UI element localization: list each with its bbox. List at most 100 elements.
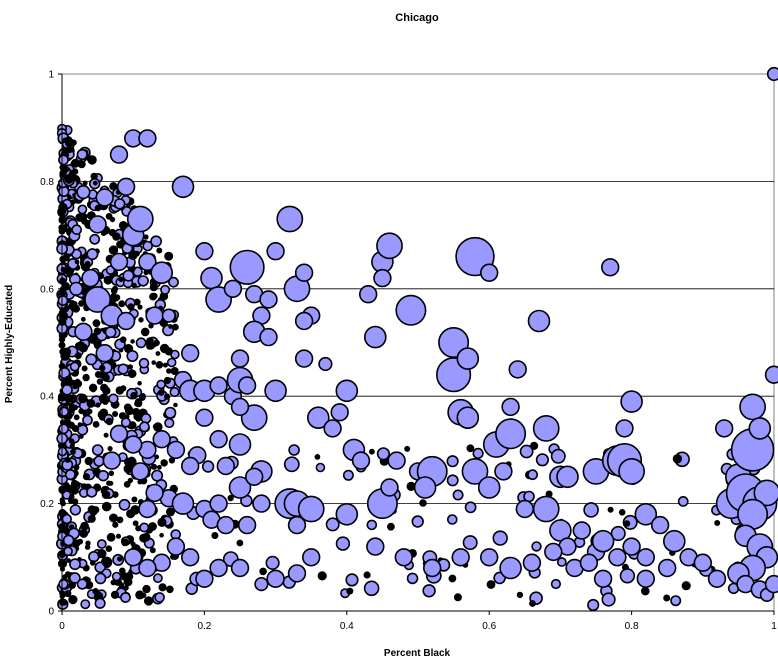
data-point — [155, 351, 161, 356]
data-point — [149, 547, 156, 554]
data-point — [314, 453, 321, 460]
data-point — [495, 418, 527, 450]
data-point — [118, 276, 124, 283]
data-point — [140, 327, 150, 337]
data-point — [550, 578, 562, 590]
data-point — [162, 362, 168, 368]
data-point — [73, 414, 80, 421]
x-tick-label-0: 0 — [59, 621, 65, 632]
data-point — [494, 462, 513, 481]
data-point — [209, 494, 228, 513]
data-point — [74, 322, 93, 341]
data-point — [105, 212, 113, 220]
data-point — [92, 180, 98, 186]
data-point — [764, 574, 778, 594]
data-point — [259, 327, 278, 347]
data-point — [58, 202, 68, 213]
data-point — [111, 571, 122, 582]
data-point — [62, 600, 68, 606]
data-point — [69, 504, 82, 516]
data-point — [657, 558, 677, 578]
data-point — [116, 516, 124, 524]
data-point — [130, 339, 135, 344]
data-point — [376, 447, 391, 461]
data-point — [103, 275, 113, 285]
data-point — [181, 456, 200, 476]
data-point — [77, 422, 83, 428]
data-point — [118, 498, 131, 511]
data-point — [294, 311, 314, 331]
data-point — [663, 594, 671, 602]
data-point — [373, 268, 392, 288]
data-point — [116, 311, 136, 331]
data-point — [363, 325, 387, 349]
data-point — [101, 501, 112, 512]
data-point — [492, 530, 508, 546]
data-point — [527, 469, 538, 481]
data-point — [419, 499, 427, 507]
data-point — [287, 564, 307, 583]
data-point — [600, 258, 620, 277]
data-point — [158, 583, 167, 592]
data-point — [116, 556, 123, 562]
data-point — [86, 486, 98, 498]
data-point — [71, 224, 82, 235]
data-point — [92, 420, 100, 428]
data-point — [693, 553, 712, 572]
data-point — [118, 582, 125, 588]
data-point — [531, 541, 542, 552]
data-point — [254, 576, 269, 592]
data-point — [80, 521, 89, 531]
data-point — [707, 569, 727, 588]
data-point — [68, 581, 77, 589]
data-point — [395, 294, 427, 326]
data-point — [108, 245, 119, 255]
data-point — [62, 574, 68, 580]
data-point — [572, 521, 591, 540]
data-point — [138, 129, 157, 148]
data-point — [106, 532, 116, 542]
data-point — [100, 395, 110, 405]
data-point — [550, 448, 566, 464]
data-point — [583, 502, 599, 518]
data-point — [70, 486, 79, 495]
data-point — [156, 464, 162, 470]
data-point — [123, 457, 133, 467]
data-point — [69, 443, 75, 449]
data-point — [67, 498, 74, 504]
data-point — [69, 558, 81, 571]
data-point — [556, 465, 579, 489]
data-point — [80, 316, 86, 322]
data-point — [681, 581, 691, 591]
data-point — [619, 568, 636, 584]
data-point — [535, 453, 550, 467]
data-point — [201, 460, 215, 473]
data-point — [71, 498, 79, 505]
data-point — [140, 412, 152, 424]
y-tick-label-0: 0 — [48, 607, 54, 618]
data-points — [55, 66, 778, 612]
data-point — [97, 548, 107, 559]
y-tick-label-4: 0.8 — [40, 177, 54, 188]
data-point — [79, 529, 88, 538]
data-point — [108, 470, 115, 477]
data-point — [342, 469, 354, 481]
data-point — [90, 386, 97, 393]
data-point — [105, 545, 113, 553]
data-point — [607, 506, 614, 513]
data-point — [87, 155, 97, 165]
data-point — [82, 373, 90, 382]
data-point — [131, 496, 138, 503]
data-point — [166, 368, 172, 374]
data-point — [283, 456, 300, 473]
data-point — [154, 423, 162, 432]
data-point — [123, 548, 143, 567]
data-point — [456, 406, 480, 430]
data-point — [97, 470, 110, 482]
data-point — [118, 220, 128, 230]
data-point — [164, 417, 175, 429]
data-point — [71, 425, 80, 433]
data-point — [228, 476, 252, 499]
data-point — [97, 410, 106, 419]
data-point — [86, 577, 91, 583]
